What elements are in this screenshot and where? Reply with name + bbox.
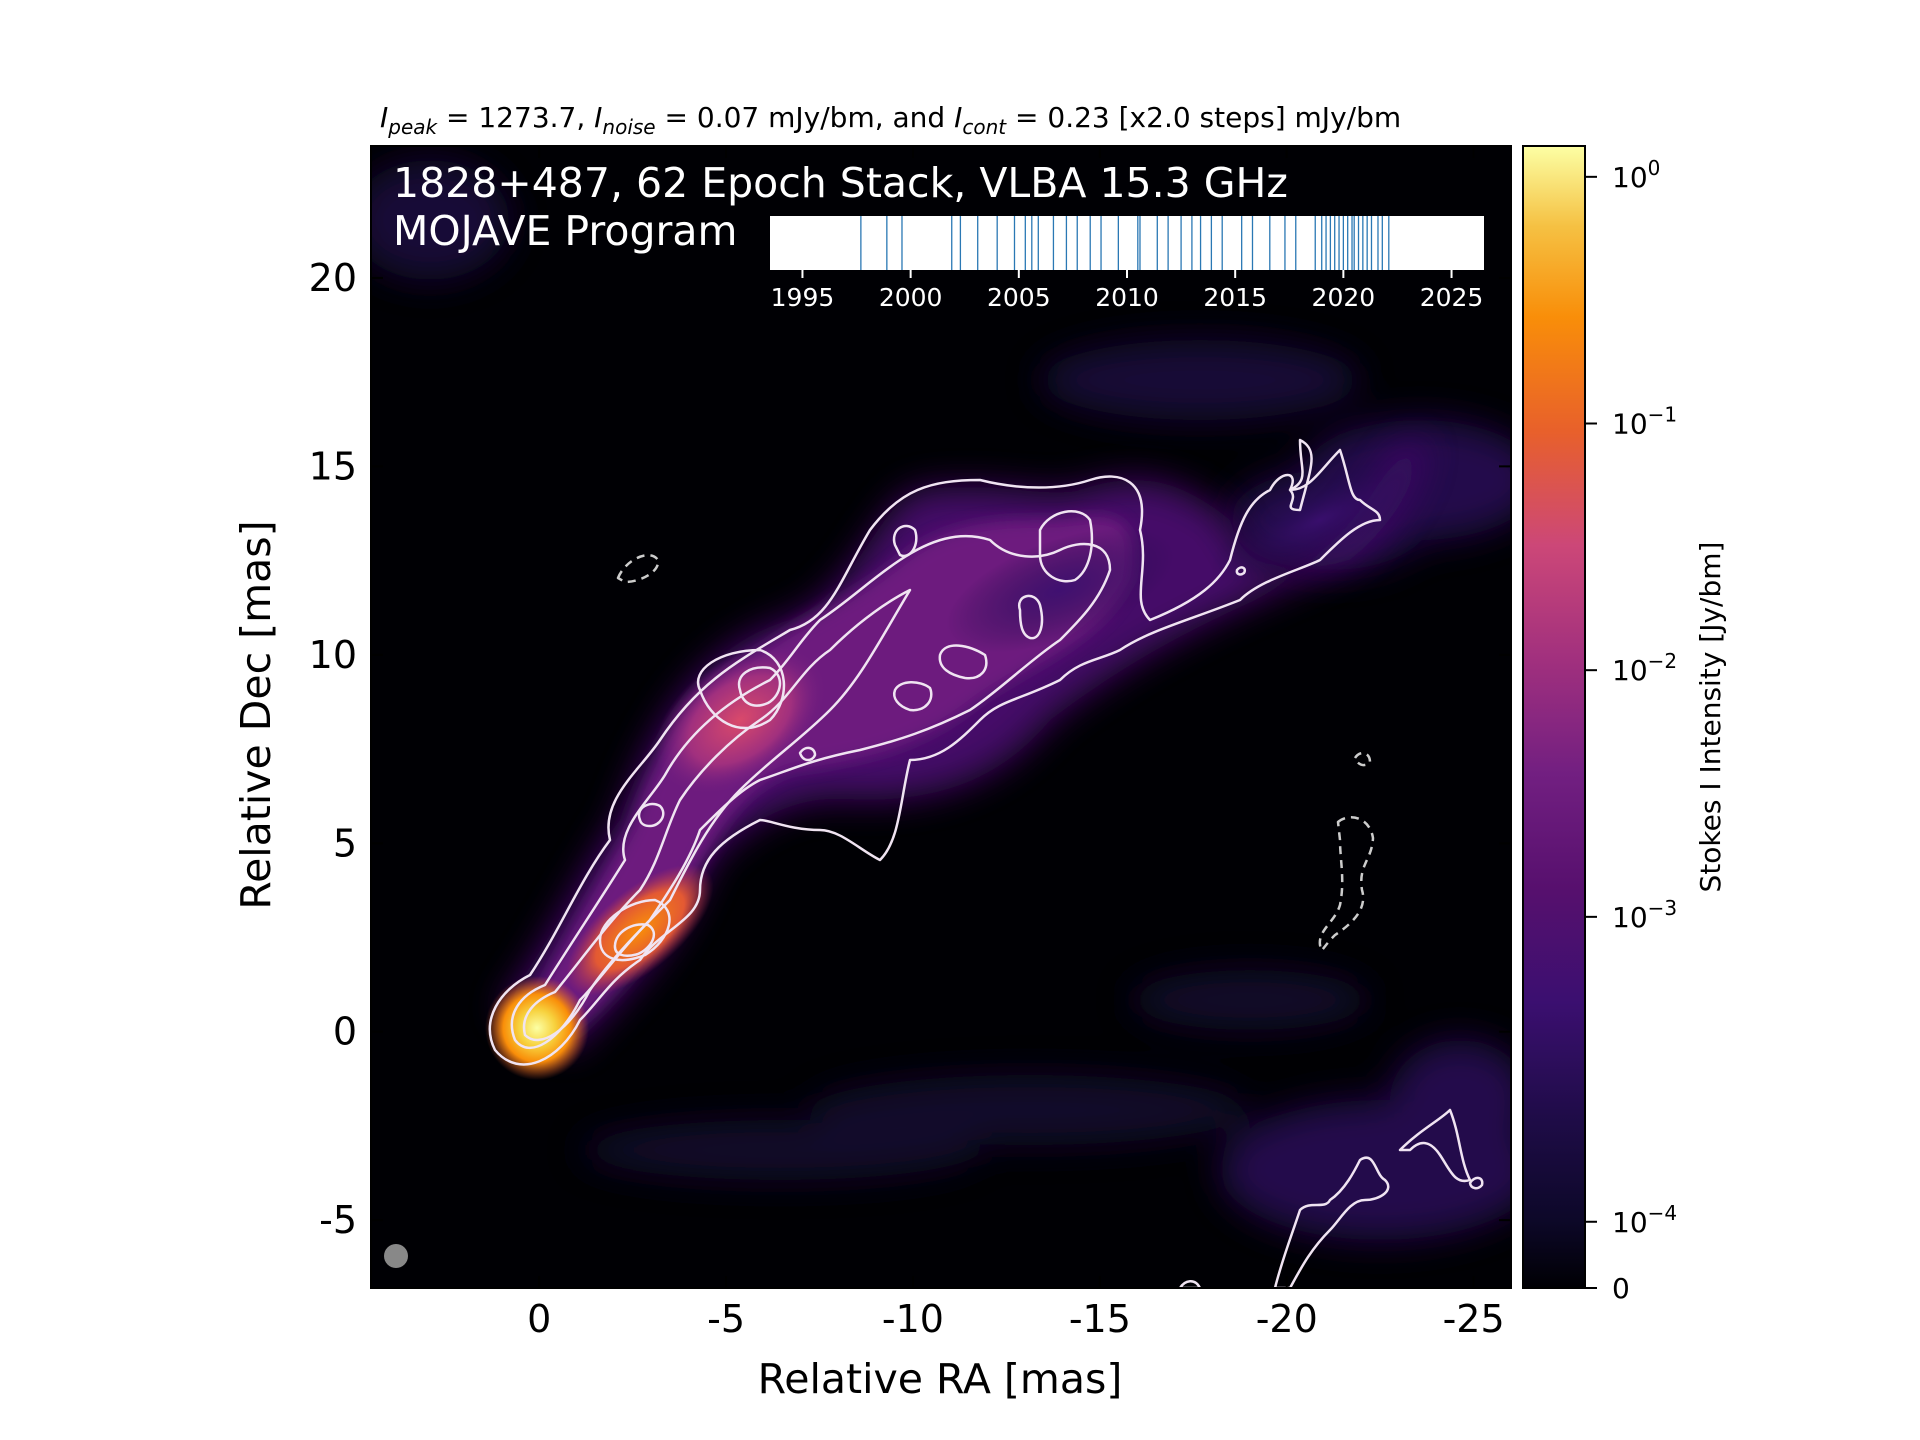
- contour-knot-j: [893, 681, 933, 712]
- colorbar-ticks: 0 10−4 10−3 10−2 10−1 100: [1585, 156, 1677, 1305]
- epoch-timeline-box: [770, 216, 1484, 270]
- cont-subscript: cont: [962, 115, 1007, 139]
- y-tick-label: 0: [333, 1010, 357, 1054]
- y-axis-label: Relative Dec [mas]: [232, 520, 280, 909]
- negative-contour-a: [616, 553, 660, 584]
- colorbar-tick-label: 10−2: [1612, 649, 1677, 687]
- y-tick-label: 20: [309, 256, 357, 300]
- epoch-tick-label: 2025: [1420, 283, 1484, 312]
- peak-symbol: I: [380, 101, 388, 134]
- contour-south: [1273, 1156, 1390, 1288]
- x-tick-label: -15: [1069, 1297, 1131, 1341]
- y-tick-label: 15: [309, 444, 357, 488]
- epoch-tick-label: 2000: [879, 283, 943, 312]
- epoch-lines: [860, 216, 1390, 270]
- peak-value: = 1273.7,: [437, 101, 594, 134]
- overlay-title-line2: MOJAVE Program: [393, 207, 737, 255]
- colorbar-tick-label: 100: [1612, 156, 1660, 194]
- contour-knot-h: [1017, 594, 1044, 640]
- x-tick-label: -20: [1256, 1297, 1318, 1341]
- colorbar-tick-label: 10−3: [1612, 896, 1677, 934]
- contour-knot-c: [598, 898, 671, 962]
- jet-emission: [485, 440, 1431, 1080]
- contour-knot-l: [1235, 566, 1246, 576]
- epoch-tick-label: 2005: [987, 283, 1051, 312]
- epoch-timeline-axis: 1995 2000 2005 2010 2015 2020 2025: [771, 270, 1484, 312]
- epoch-timeline: 1995 2000 2005 2010 2015 2020 2025: [770, 216, 1484, 312]
- contour-3: [522, 588, 912, 1042]
- overlay-title-line1: 1828+487, 62 Epoch Stack, VLBA 15.3 GHz: [393, 159, 1288, 207]
- cont-symbol: I: [954, 101, 962, 134]
- contour-south-3: [1468, 1176, 1484, 1190]
- contour-knot-a: [696, 648, 786, 730]
- colorbar-tick-label: 10−1: [1612, 403, 1677, 441]
- negative-contour-c: [1318, 816, 1375, 952]
- contour-knot-f: [892, 524, 918, 558]
- contour-knot-g: [1038, 510, 1094, 583]
- y-tick-label: 5: [333, 821, 357, 865]
- y-tick-label: -5: [319, 1198, 357, 1242]
- x-tick-label: -25: [1443, 1297, 1505, 1341]
- y-axis: -5 0 5 10 15 20: [309, 256, 1511, 1242]
- contours: [488, 438, 1484, 1288]
- epoch-tick-label: 2020: [1312, 283, 1376, 312]
- y-tick-label: 10: [309, 633, 357, 677]
- negative-contours: [616, 553, 1375, 952]
- contour-outer: [488, 438, 1382, 1066]
- peak-subscript: peak: [387, 115, 438, 139]
- contour-knot-e: [637, 802, 665, 828]
- noise-subscript: noise: [602, 115, 655, 139]
- x-tick-label: -10: [882, 1297, 944, 1341]
- noise-value: = 0.07 mJy/bm, and: [656, 101, 954, 134]
- epoch-tick-label: 2015: [1203, 283, 1267, 312]
- epoch-tick-label: 2010: [1095, 283, 1159, 312]
- contour-knot-b: [737, 666, 782, 707]
- contour-knot-i: [938, 644, 988, 680]
- noise-symbol: I: [594, 101, 602, 134]
- beam-ellipse: [384, 1244, 408, 1268]
- x-axis-label: Relative RA [mas]: [758, 1355, 1123, 1403]
- cont-value: = 0.23 [x2.0 steps] mJy/bm: [1006, 101, 1401, 134]
- colorbar-tick-label: 10−4: [1612, 1201, 1677, 1239]
- epoch-tick-label: 1995: [771, 283, 835, 312]
- contour-knot-k: [798, 746, 817, 762]
- negative-contour-b: [1353, 751, 1372, 767]
- colorbar-tick-label: 0: [1612, 1272, 1630, 1305]
- x-tick-label: -5: [707, 1297, 745, 1341]
- plot-frame: [370, 145, 1512, 1289]
- contour-south-2: [1398, 1108, 1472, 1183]
- x-tick-label: 0: [527, 1297, 551, 1341]
- colorbar-gradient: [1522, 145, 1586, 1289]
- contour-knot-d: [613, 923, 656, 957]
- diffuse-emission: [371, 160, 1511, 1240]
- x-axis: 0 -5 -10 -15 -20 -25: [527, 146, 1505, 1341]
- colorbar-label: Stokes I Intensity [Jy/bm]: [1694, 542, 1727, 893]
- plot-area: 1828+487, 62 Epoch Stack, VLBA 15.3 GHz …: [371, 146, 1511, 1288]
- chart-title: Ipeak = 1273.7, Inoise = 0.07 mJy/bm, an…: [380, 101, 1401, 139]
- colorbar: 0 10−4 10−3 10−2 10−1 100 Stokes I Intensity …: [1522, 145, 1727, 1305]
